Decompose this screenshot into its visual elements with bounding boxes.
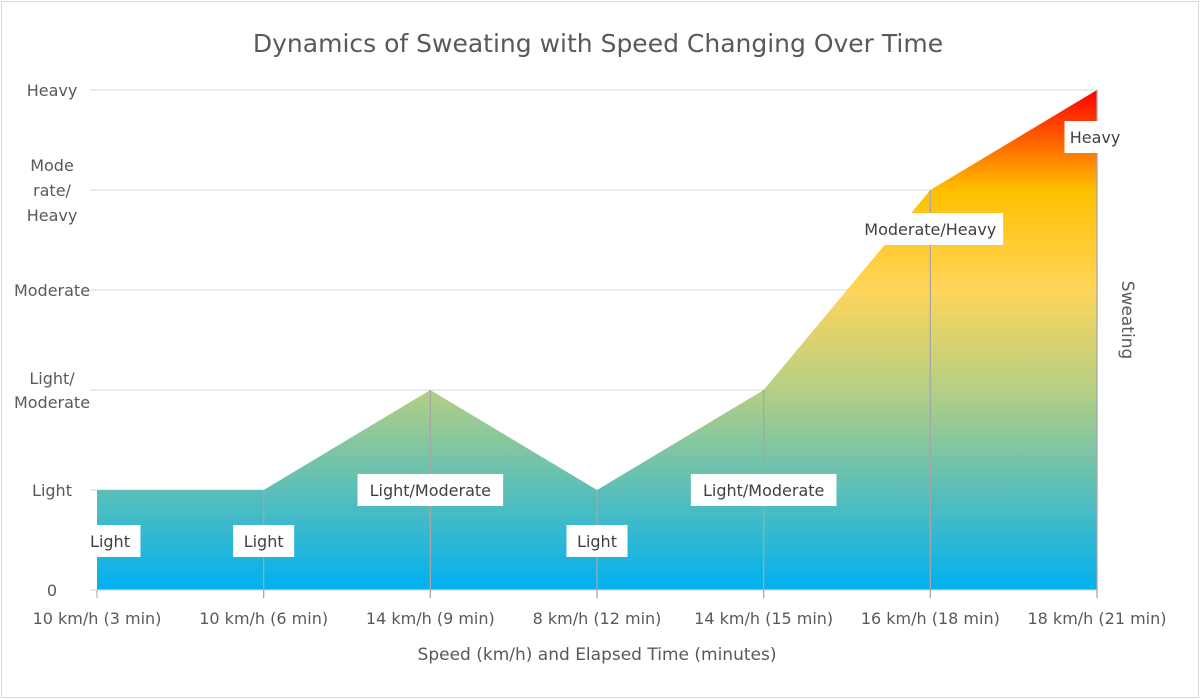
x-tick-label: 10 km/h (3 min)	[33, 609, 162, 628]
x-tick-label: 16 km/h (18 min)	[861, 609, 1000, 628]
data-label-box	[357, 474, 504, 506]
data-label: Moderate/Heavy	[864, 220, 996, 239]
area-series	[97, 90, 1097, 590]
x-tick-label: 18 km/h (21 min)	[1027, 609, 1166, 628]
x-tick-label: 8 km/h (12 min)	[533, 609, 662, 628]
y-tick-label: 0	[47, 581, 57, 600]
x-tick-label: 14 km/h (9 min)	[366, 609, 495, 628]
data-label: Light	[244, 532, 284, 551]
chart-title: Dynamics of Sweating with Speed Changing…	[253, 29, 943, 58]
y-axis-title: Sweating	[1117, 281, 1137, 360]
data-label-box	[233, 525, 295, 557]
x-tick-label: 14 km/h (15 min)	[694, 609, 833, 628]
y-tick-label: Moderate	[14, 393, 90, 412]
y-tick-label: rate/	[33, 181, 72, 200]
y-tick-label: Heavy	[27, 81, 78, 100]
y-tick-label: Light/	[29, 369, 75, 388]
x-tick-label: 10 km/h (6 min)	[199, 609, 328, 628]
data-label: Heavy	[1070, 128, 1121, 147]
data-label-box	[690, 474, 837, 506]
y-tick-label: Moderate	[14, 281, 90, 300]
data-label: Light/Moderate	[703, 481, 824, 500]
data-label-box	[1064, 121, 1126, 153]
data-label: Light	[577, 532, 617, 551]
data-label-box	[857, 213, 1004, 245]
y-tick-label: Heavy	[27, 206, 78, 225]
data-label: Light/Moderate	[370, 481, 491, 500]
x-axis-title: Speed (km/h) and Elapsed Time (minutes)	[418, 645, 777, 665]
y-tick-label: Mode	[30, 156, 74, 175]
y-tick-label: Light	[32, 481, 72, 500]
data-label-box	[566, 525, 628, 557]
data-label: Light	[90, 532, 130, 551]
data-label-box	[79, 525, 141, 557]
